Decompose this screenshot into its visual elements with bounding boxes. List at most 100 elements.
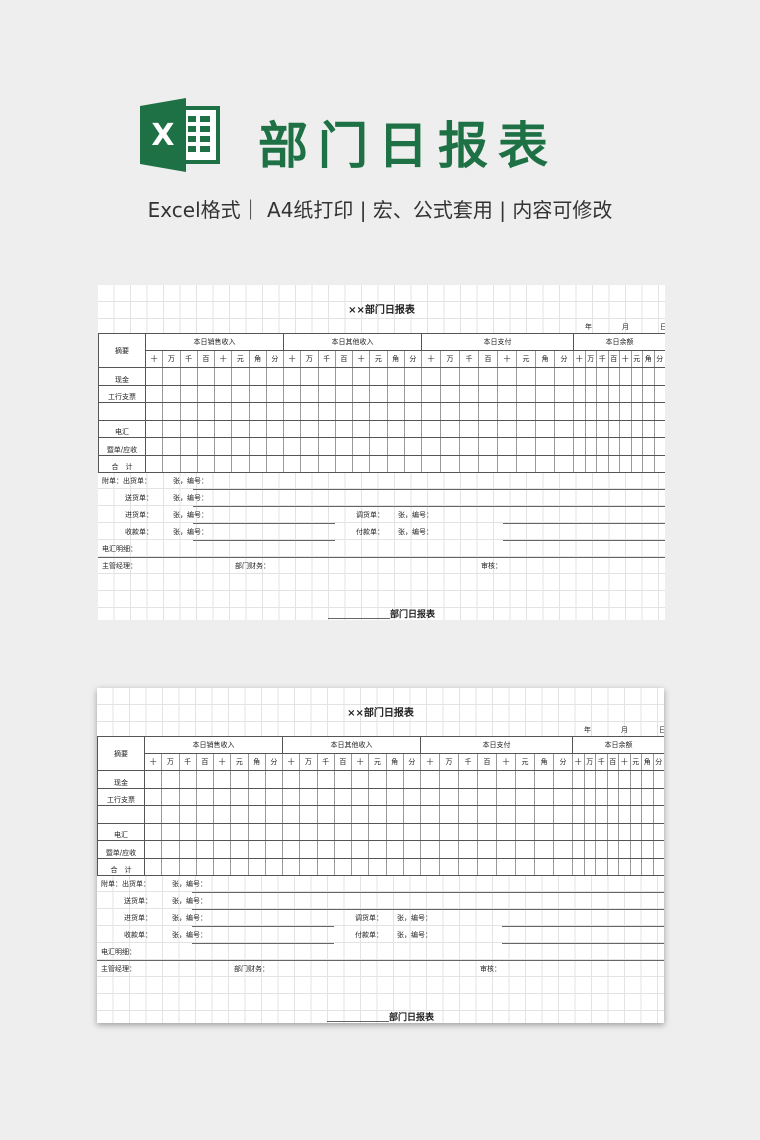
amount-cell[interactable] (653, 367, 665, 386)
amount-cell[interactable] (607, 402, 620, 421)
amount-cell[interactable] (195, 857, 215, 876)
amount-cell[interactable] (178, 840, 197, 859)
amount-cell[interactable] (458, 805, 478, 824)
amount-cell[interactable] (385, 770, 404, 789)
amount-cell[interactable] (316, 822, 335, 841)
amount-cell[interactable] (630, 454, 643, 473)
amount-cell[interactable] (607, 419, 620, 438)
amount-cell[interactable] (334, 419, 354, 438)
amount-cell[interactable] (299, 770, 318, 789)
amount-cell[interactable] (196, 402, 216, 421)
amount-cell[interactable] (642, 367, 655, 386)
amount-cell[interactable] (281, 805, 301, 824)
amount-cell[interactable] (179, 367, 198, 386)
amount-cell[interactable] (497, 384, 517, 403)
amount-cell[interactable] (316, 787, 335, 806)
amount-cell[interactable] (515, 857, 535, 876)
amount-cell[interactable] (618, 805, 631, 824)
amount-cell[interactable] (333, 787, 353, 806)
amount-cell[interactable] (595, 857, 608, 876)
amount-cell[interactable] (162, 367, 181, 386)
amount-cell[interactable] (554, 384, 574, 403)
amount-cell[interactable] (178, 770, 197, 789)
amount-cell[interactable] (630, 384, 643, 403)
amount-cell[interactable] (618, 840, 631, 859)
amount-cell[interactable] (403, 384, 423, 403)
amount-cell[interactable] (386, 367, 405, 386)
amount-cell[interactable] (584, 402, 597, 421)
amount-cell[interactable] (595, 787, 608, 806)
amount-cell[interactable] (212, 857, 232, 876)
amount-cell[interactable] (516, 454, 536, 473)
amount-cell[interactable] (440, 367, 460, 386)
amount-cell[interactable] (350, 805, 370, 824)
amount-cell[interactable] (439, 822, 459, 841)
amount-cell[interactable] (573, 454, 586, 473)
amount-cell[interactable] (497, 454, 517, 473)
amount-cell[interactable] (351, 454, 371, 473)
amount-cell[interactable] (607, 454, 620, 473)
amount-cell[interactable] (572, 857, 585, 876)
amount-cell[interactable] (477, 787, 497, 806)
amount-cell[interactable] (161, 857, 180, 876)
amount-cell[interactable] (535, 384, 555, 403)
amount-cell[interactable] (161, 770, 180, 789)
amount-cell[interactable] (478, 437, 498, 456)
amount-cell[interactable] (572, 840, 585, 859)
amount-cell[interactable] (333, 840, 353, 859)
amount-cell[interactable] (300, 419, 319, 438)
amount-cell[interactable] (386, 402, 405, 421)
amount-cell[interactable] (403, 367, 423, 386)
amount-cell[interactable] (458, 770, 478, 789)
amount-cell[interactable] (369, 419, 388, 438)
amount-cell[interactable] (583, 805, 596, 824)
amount-cell[interactable] (385, 805, 404, 824)
amount-cell[interactable] (619, 384, 632, 403)
amount-cell[interactable] (402, 857, 422, 876)
amount-cell[interactable] (629, 770, 642, 789)
amount-cell[interactable] (403, 419, 423, 438)
amount-cell[interactable] (195, 822, 215, 841)
amount-cell[interactable] (369, 454, 388, 473)
amount-cell[interactable] (317, 454, 336, 473)
amount-cell[interactable] (642, 384, 655, 403)
amount-cell[interactable] (230, 787, 249, 806)
amount-cell[interactable] (619, 454, 632, 473)
amount-cell[interactable] (300, 384, 319, 403)
amount-cell[interactable] (144, 384, 164, 403)
amount-cell[interactable] (553, 822, 573, 841)
amount-cell[interactable] (629, 840, 642, 859)
amount-cell[interactable] (496, 840, 516, 859)
amount-cell[interactable] (596, 402, 609, 421)
amount-cell[interactable] (317, 367, 336, 386)
amount-cell[interactable] (496, 770, 516, 789)
amount-cell[interactable] (534, 805, 554, 824)
amount-cell[interactable] (478, 419, 498, 438)
amount-cell[interactable] (535, 367, 555, 386)
amount-cell[interactable] (143, 805, 163, 824)
amount-cell[interactable] (421, 454, 441, 473)
amount-cell[interactable] (265, 419, 285, 438)
amount-cell[interactable] (281, 822, 301, 841)
amount-cell[interactable] (458, 840, 478, 859)
amount-cell[interactable] (179, 419, 198, 438)
amount-cell[interactable] (248, 437, 267, 456)
amount-cell[interactable] (317, 402, 336, 421)
amount-cell[interactable] (264, 787, 284, 806)
amount-cell[interactable] (196, 454, 216, 473)
amount-cell[interactable] (143, 822, 163, 841)
amount-cell[interactable] (583, 822, 596, 841)
amount-cell[interactable] (496, 805, 516, 824)
amount-cell[interactable] (402, 770, 422, 789)
amount-cell[interactable] (554, 419, 574, 438)
amount-cell[interactable] (161, 805, 180, 824)
amount-cell[interactable] (515, 822, 535, 841)
amount-cell[interactable] (369, 402, 388, 421)
amount-cell[interactable] (350, 857, 370, 876)
amount-cell[interactable] (535, 454, 555, 473)
amount-cell[interactable] (572, 822, 585, 841)
amount-cell[interactable] (385, 840, 404, 859)
amount-cell[interactable] (316, 770, 335, 789)
amount-cell[interactable] (652, 840, 664, 859)
amount-cell[interactable] (458, 857, 478, 876)
